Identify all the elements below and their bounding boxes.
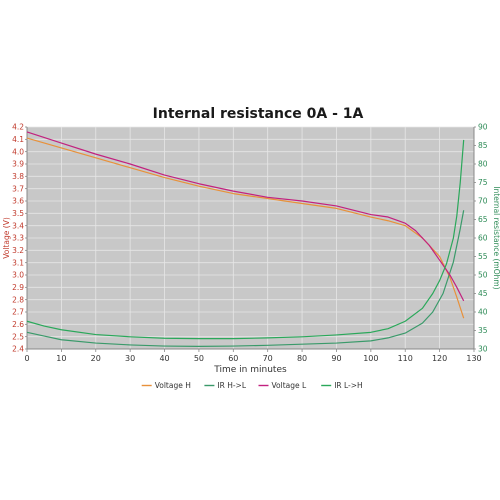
y-left-tick-label: 3.6 <box>12 197 24 206</box>
x-tick-label: 60 <box>228 354 238 363</box>
y-right-tick-label: 55 <box>478 252 488 261</box>
series-line-ir-l-h <box>26 139 465 340</box>
y-left-tick-label: 2.5 <box>12 332 24 341</box>
y-left-tick-label: 3.8 <box>12 172 24 181</box>
series-line-ir-h-l <box>26 210 465 348</box>
y-axis-right-label: Internal resistance (mOhm) <box>492 186 500 289</box>
y-left-tick-label: 3.9 <box>12 160 24 169</box>
y-right-tick-label: 70 <box>478 197 488 206</box>
y-right-tick-label: 30 <box>478 345 488 354</box>
y-left-tick-label: 3.0 <box>12 271 24 280</box>
x-axis-label: Time in minutes <box>213 365 287 375</box>
y-left-tick-label: 3.7 <box>12 184 24 193</box>
legend-item: IR H->L <box>204 381 247 390</box>
x-tick-label: 30 <box>125 354 135 363</box>
y-left-tick-label: 4.1 <box>12 135 24 144</box>
y-right-tick-label: 85 <box>478 141 488 150</box>
x-tick-label: 90 <box>331 354 341 363</box>
y-left-tick-label: 3.4 <box>12 221 24 230</box>
chart-title: Internal resistance 0A - 1A <box>153 106 364 122</box>
y-right-tick-label: 65 <box>478 215 488 224</box>
y-left-tick-label: 3.5 <box>12 209 24 218</box>
y-left-tick-label: 2.7 <box>12 308 24 317</box>
legend-label: Voltage H <box>155 381 191 390</box>
x-tick-label: 70 <box>263 354 273 363</box>
x-tick-label: 40 <box>159 354 169 363</box>
y-right-tick-label: 80 <box>478 160 488 169</box>
legend-item: IR L->H <box>321 381 363 390</box>
series-line-voltage-l <box>26 131 465 302</box>
x-tick-label: 120 <box>432 354 447 363</box>
y-left-tick-label: 3.1 <box>12 258 24 267</box>
y-axis-left-label: Voltage (V) <box>2 217 11 259</box>
y-right-tick-label: 50 <box>478 271 488 280</box>
x-tick-label: 50 <box>194 354 204 363</box>
x-tick-label: 110 <box>398 354 413 363</box>
x-tick-label: 10 <box>56 354 66 363</box>
y-right-tick-label: 60 <box>478 234 488 243</box>
legend-item: Voltage L <box>258 381 308 390</box>
axes: 2.4 2.5 2.6 2.7 2.8 2.9 3.0 3.1 3.2 3.3 3.4 3.5 3.6 3… <box>2 123 500 375</box>
y-left-tick-label: 3.2 <box>12 246 24 255</box>
y-right-tick-label: 35 <box>478 326 488 335</box>
legend-label: IR H->L <box>217 381 246 390</box>
x-tick-label: 130 <box>466 354 481 363</box>
y-right-tick-label: 90 <box>478 123 488 132</box>
x-tick-label: 80 <box>297 354 307 363</box>
y-left-tick-label: 3.3 <box>12 234 24 243</box>
x-tick-label: 20 <box>91 354 101 363</box>
y-left-tick-label: 2.6 <box>12 320 24 329</box>
legend-label: Voltage L <box>272 381 308 390</box>
legend-label: IR L->H <box>334 381 362 390</box>
y-right-tick-label: 40 <box>478 308 488 317</box>
y-left-tick-label: 2.8 <box>12 295 24 304</box>
y-left-tick-label: 4.0 <box>12 147 24 156</box>
y-left-tick-label: 4.2 <box>12 123 24 132</box>
y-left-tick-label: 2.9 <box>12 283 24 292</box>
y-right-tick-label: 45 <box>478 289 488 298</box>
plot-area <box>26 126 475 350</box>
y-left-tick-label: 2.4 <box>12 345 24 354</box>
legend: Voltage H IR H->L Voltage L IR L->H <box>141 381 363 390</box>
series-lines <box>26 131 465 348</box>
series-line-voltage-h <box>26 137 465 319</box>
y-right-tick-label: 75 <box>478 178 488 187</box>
legend-item: Voltage H <box>141 381 191 390</box>
x-tick-label: 0 <box>24 354 29 363</box>
x-tick-label: 100 <box>363 354 378 363</box>
